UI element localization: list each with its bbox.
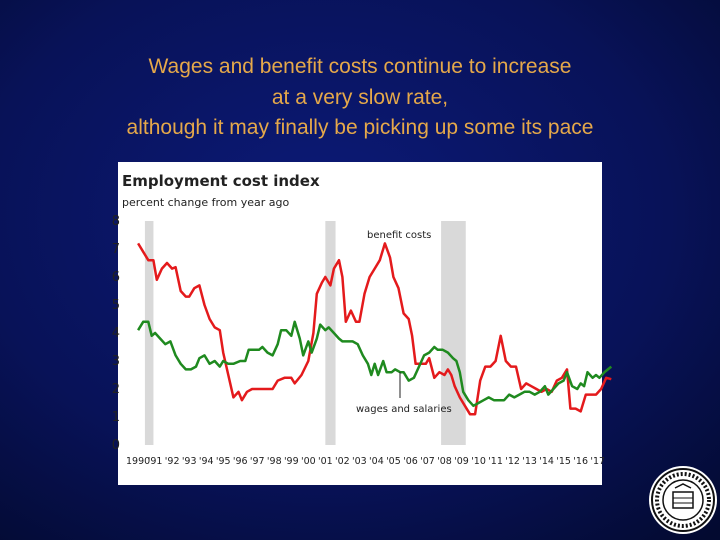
chart-subtitle: percent change from year ago [122,196,289,209]
x-tick-label: '91 [148,456,163,467]
y-tick-label: 7 [112,242,120,257]
x-tick-label: '06 [403,456,418,467]
annotation: wages and salaries [356,404,452,415]
y-tick-label: 5 [112,298,120,313]
series-line [137,320,613,408]
x-tick-label: '94 [199,456,214,467]
x-tick-label: '08 [437,456,452,467]
plot: 0 1 2 3 4 5 6 7 8 1990'91'92'93'94'95'96'97'98'99… [112,214,613,467]
y-tick-label: 2 [112,382,120,397]
recession-band [325,221,336,445]
x-tick-label: '17 [590,456,605,467]
recession-band [441,221,466,445]
chart-title: Employment cost index [122,172,320,190]
slide-title-line: Wages and benefit costs continue to incr… [149,55,572,78]
x-tick-label: '99 [284,456,299,467]
chart-panel [118,162,602,485]
x-tick-label: '98 [267,456,282,467]
x-tick-label: '01 [318,456,333,467]
x-tick-label: '02 [335,456,350,467]
x-tick-label: '93 [182,456,197,467]
x-tick-label: '16 [573,456,588,467]
y-tick-label: 1 [112,410,120,425]
x-tick-label: '09 [454,456,469,467]
y-tick-label: 3 [112,354,120,369]
seal [649,466,717,534]
x-tick-label: '07 [420,456,435,467]
x-tick-label: '03 [352,456,367,467]
y-tick-label: 4 [112,326,120,341]
x-tick-label: '11 [488,456,503,467]
y-tick-label: 6 [112,270,120,285]
slide-title-line: at a very slow rate, [272,86,448,109]
x-tick-label: '95 [216,456,231,467]
x-tick-label: '00 [301,456,316,467]
annotation: benefit costs [367,230,431,241]
x-tick-label: '14 [539,456,554,467]
x-tick-label: '10 [471,456,486,467]
recession-band [144,221,154,445]
x-tick-label: '97 [250,456,265,467]
x-tick-label: '05 [386,456,401,467]
x-tick-label: '15 [556,456,571,467]
slide-title-line: although it may finally be picking up so… [127,116,594,139]
y-tick-label: 0 [112,438,120,453]
x-tick-label: '96 [233,456,248,467]
x-tick-label: '92 [165,456,180,467]
y-tick-label: 8 [112,214,120,229]
x-tick-label: '12 [505,456,520,467]
x-tick-label: 1990 [126,456,150,467]
x-tick-label: '13 [522,456,537,467]
x-tick-label: '04 [369,456,384,467]
series-line [137,242,612,416]
